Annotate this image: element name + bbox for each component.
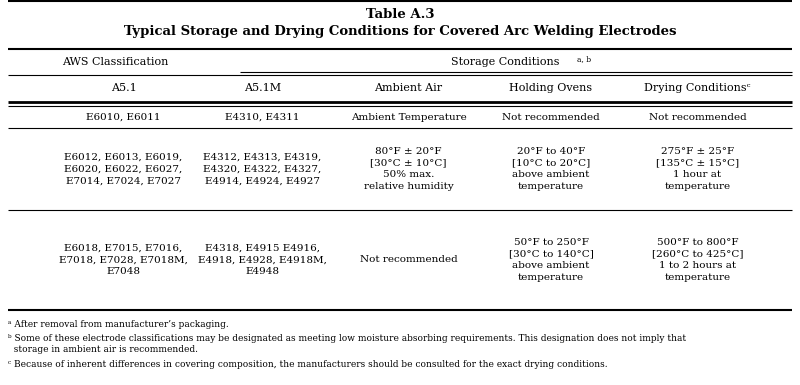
Text: AWS Classification: AWS Classification [62,57,168,67]
Text: A5.1: A5.1 [110,83,136,93]
Text: 500°F to 800°F
[260°C to 425°C]
1 to 2 hours at
temperature: 500°F to 800°F [260°C to 425°C] 1 to 2 h… [652,238,743,282]
Text: Ambient Air: Ambient Air [374,83,442,93]
Text: E4312, E4313, E4319,
E4320, E4322, E4327,
E4914, E4924, E4927: E4312, E4313, E4319, E4320, E4322, E4327… [203,153,322,185]
Text: Ambient Temperature: Ambient Temperature [350,112,466,122]
Text: E4318, E4915 E4916,
E4918, E4928, E4918M,
E4948: E4318, E4915 E4916, E4918, E4928, E4918M… [198,244,327,276]
Text: Storage Conditions: Storage Conditions [450,57,559,67]
Text: a, b: a, b [577,55,591,63]
Text: ᵃ After removal from manufacturer’s packaging.: ᵃ After removal from manufacturer’s pack… [8,320,229,329]
Text: Holding Ovens: Holding Ovens [510,83,593,93]
Text: E6012, E6013, E6019,
E6020, E6022, E6027,
E7014, E7024, E7027: E6012, E6013, E6019, E6020, E6022, E6027… [64,153,182,185]
Text: Table A.3: Table A.3 [366,7,434,20]
Text: 80°F ± 20°F
[30°C ± 10°C]
50% max.
relative humidity: 80°F ± 20°F [30°C ± 10°C] 50% max. relat… [364,147,454,191]
Text: E6010, E6011: E6010, E6011 [86,112,161,122]
Text: Typical Storage and Drying Conditions for Covered Arc Welding Electrodes: Typical Storage and Drying Conditions fo… [124,25,676,38]
Text: 20°F to 40°F
[10°C to 20°C]
above ambient
temperature: 20°F to 40°F [10°C to 20°C] above ambien… [512,147,590,191]
Text: 50°F to 250°F
[30°C to 140°C]
above ambient
temperature: 50°F to 250°F [30°C to 140°C] above ambi… [509,238,594,282]
Text: A5.1M: A5.1M [244,83,281,93]
Text: E4310, E4311: E4310, E4311 [226,112,300,122]
Text: Drying Conditionsᶜ: Drying Conditionsᶜ [644,83,750,93]
Text: Not recommended: Not recommended [502,112,600,122]
Text: 275°F ± 25°F
[135°C ± 15°C]
1 hour at
temperature: 275°F ± 25°F [135°C ± 15°C] 1 hour at te… [656,147,739,191]
Text: Not recommended: Not recommended [360,256,458,264]
Text: E6018, E7015, E7016,
E7018, E7028, E7018M,
E7048: E6018, E7015, E7016, E7018, E7028, E7018… [59,244,188,276]
Text: ᵇ Some of these electrode classifications may be designated as meeting low moist: ᵇ Some of these electrode classification… [8,334,686,354]
Text: ᶜ Because of inherent differences in covering composition, the manufacturers sho: ᶜ Because of inherent differences in cov… [8,360,608,369]
Text: Not recommended: Not recommended [649,112,746,122]
